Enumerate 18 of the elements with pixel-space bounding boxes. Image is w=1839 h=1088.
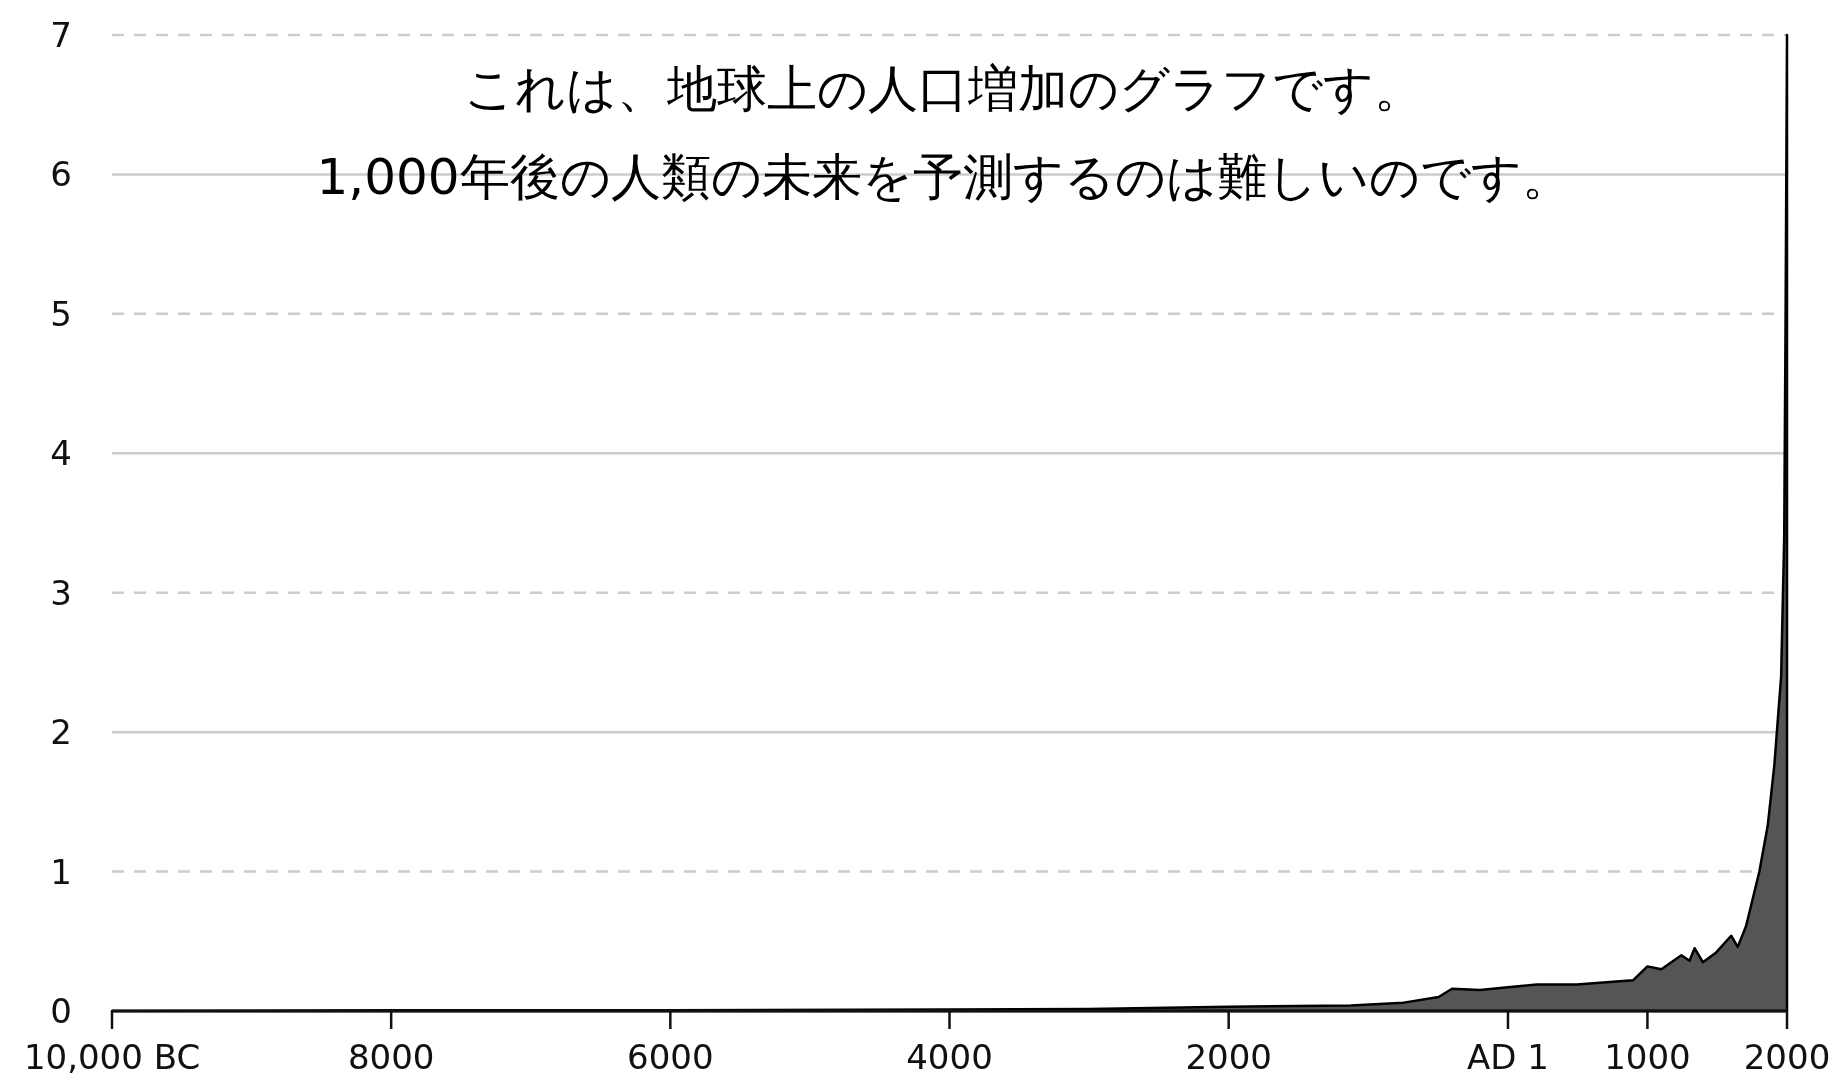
y-tick-label: 6 xyxy=(50,154,72,195)
y-tick-label: 5 xyxy=(50,293,72,334)
y-tick-label: 2 xyxy=(50,712,72,753)
x-tick-label: 2000 xyxy=(1743,1037,1831,1077)
x-tick-label: 1000 xyxy=(1604,1037,1691,1077)
x-tick-label: 10,000 BC xyxy=(23,1037,201,1077)
y-tick-label: 3 xyxy=(50,572,72,613)
y-tick-label: 1 xyxy=(50,851,72,892)
text: これは、地球上の人口増加のグラフです。 xyxy=(464,60,1424,118)
x-tick-label: 6000 xyxy=(627,1037,714,1077)
y-tick-label: 0 xyxy=(50,991,72,1031)
x-tick-label: 2000 xyxy=(1185,1037,1272,1077)
text: 1,000年後の人類の未来を予測するのは難しいのです。 xyxy=(316,148,1572,206)
y-tick-label: 4 xyxy=(50,433,72,474)
x-tick-label: AD 1 xyxy=(1467,1037,1549,1077)
x-tick-label: 4000 xyxy=(906,1037,993,1077)
x-tick-label: 8000 xyxy=(347,1037,435,1077)
y-tick-label: 7 xyxy=(50,15,72,55)
